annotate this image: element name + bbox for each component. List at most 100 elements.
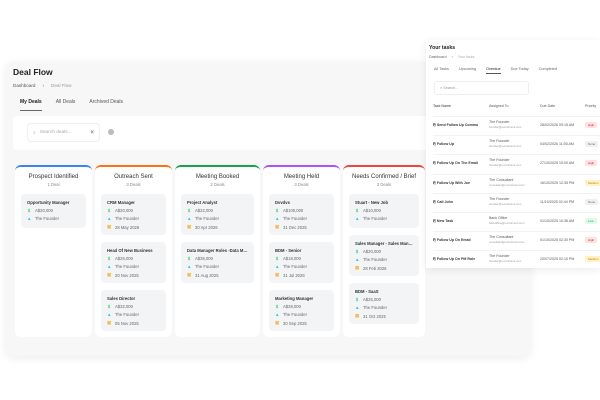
deal-card[interactable]: CRM Manager $ A$20,000 ▲ The Founder ▦ 28 M… bbox=[101, 194, 166, 235]
user-icon: ▲ bbox=[107, 312, 112, 317]
dollar-icon: $ bbox=[275, 304, 279, 309]
task-search-input[interactable]: ⌕ Search... bbox=[434, 81, 529, 95]
deal-card[interactable]: BDM - Senior $ A$18,000 ▲ The Founder ▦ 31 … bbox=[269, 242, 334, 283]
deal-date: 31 Dec 2025 bbox=[283, 224, 307, 230]
deal-name: Stuart - New Job bbox=[355, 200, 389, 205]
task-tab[interactable]: Completed bbox=[538, 67, 558, 71]
search-placeholder: Search deals... bbox=[39, 130, 72, 135]
deal-card[interactable]: Dvvdvs $ A$100,000 ▲ The Founder ▦ 31 Dec 2… bbox=[269, 194, 334, 235]
search-deals-input[interactable]: ⌕ Search deals... × bbox=[27, 123, 100, 142]
calendar-icon: ▦ bbox=[107, 224, 112, 229]
column-title: Meeting Held bbox=[283, 174, 320, 180]
task-icon: ⎘ bbox=[433, 219, 436, 223]
assignee: Back Office bbox=[489, 216, 508, 220]
task-tab[interactable]: Upcoming bbox=[458, 67, 477, 71]
task-row[interactable]: ⎘ Follow Up On The Email The Founder foun… bbox=[433, 154, 600, 173]
task-name: Follow Up With Joe bbox=[436, 180, 470, 185]
column-3: Meeting Held 3 Deals Dvvdvs $ A$100,000 ▲… bbox=[263, 165, 340, 337]
breadcrumb-current: Deal Flow bbox=[51, 83, 72, 88]
deal-owner: The Founder bbox=[363, 257, 387, 262]
deal-card[interactable]: Head Of New Business $ A$25,000 ▲ The Foun… bbox=[101, 242, 166, 283]
priority-badge: High bbox=[585, 122, 598, 128]
deal-amount: A$25,000 bbox=[363, 297, 381, 302]
task-row[interactable]: ⎘ Call John The Founder founder@recruitme… bbox=[433, 192, 600, 212]
priority-badge: High bbox=[585, 237, 598, 244]
deal-date: 31 Jul 2026 bbox=[283, 272, 305, 278]
close-icon[interactable]: × bbox=[90, 129, 94, 136]
task-name: New Task bbox=[436, 219, 454, 223]
deal-tabs: My Deals All Deals Archived Deals bbox=[20, 99, 123, 111]
deal-owner: The Founder bbox=[115, 216, 139, 221]
deal-card[interactable]: Sales Director $ A$32,000 ▲ The Founder ▦ 0… bbox=[101, 290, 166, 331]
column-1: Outreach Sent 3 Deals CRM Manager $ A$20,… bbox=[95, 165, 172, 337]
deal-owner: The Founder bbox=[363, 216, 387, 221]
task-row[interactable]: ⎘ Follow Up On PM Role The Founder founde… bbox=[433, 250, 600, 269]
column-count: 3 Deals bbox=[376, 182, 392, 187]
breadcrumb-current: Your tasks bbox=[457, 55, 475, 59]
user-icon: ▲ bbox=[275, 264, 280, 269]
clear-filter-icon[interactable] bbox=[108, 129, 114, 135]
dollar-icon: $ bbox=[107, 256, 111, 261]
due-date: 01/10/2025 02:30 PM bbox=[540, 238, 575, 243]
breadcrumb-dashboard[interactable]: Dashboard bbox=[429, 55, 447, 59]
task-tab[interactable]: Overdue bbox=[486, 67, 501, 74]
chevron-right-icon: › bbox=[42, 83, 45, 88]
page-title: Deal Flow bbox=[13, 67, 53, 77]
dollar-icon: $ bbox=[275, 256, 279, 261]
deal-name: Dvvdvs bbox=[275, 200, 290, 205]
user-icon: ▲ bbox=[107, 264, 112, 269]
column-title: Prospect Identified bbox=[28, 174, 79, 180]
column-0: Prospect Identified 1 Deal Opportunity M… bbox=[15, 165, 92, 337]
task-name: Follow Up On The Email bbox=[436, 161, 479, 166]
dollar-icon: $ bbox=[355, 297, 359, 302]
deal-name: Data Manager Roles -Data Man... bbox=[187, 248, 248, 253]
tab-archived-deals[interactable]: Archived Deals bbox=[89, 99, 124, 105]
deal-date: 31 Aug 2025 bbox=[195, 272, 219, 278]
breadcrumb-dashboard[interactable]: Dashboard bbox=[13, 83, 36, 88]
column-count: 1 Deal bbox=[47, 182, 60, 187]
header-due-date: Due Date bbox=[540, 104, 556, 108]
deal-card[interactable]: Opportunity Manager $ A$20,000 ▲ The Found… bbox=[21, 194, 86, 228]
task-name: Follow Up On Email bbox=[436, 238, 471, 243]
task-row[interactable]: ⎘ Follow Up On Email The Consultant consu… bbox=[433, 231, 600, 250]
tasks-title: Your tasks bbox=[429, 45, 456, 51]
filter-bar: ⌕ Search deals... × bbox=[13, 116, 433, 150]
deal-owner: The Founder bbox=[195, 216, 219, 221]
deal-card[interactable]: Stuart - New Job $ A$10,000 ▲ The Founder bbox=[349, 194, 419, 228]
task-row[interactable]: ⎘ Follow Up The Founder founder@recruitme… bbox=[433, 135, 600, 154]
deal-name: BDM - SaaS bbox=[355, 289, 379, 294]
task-row[interactable]: ⎘ New Task Back Office backoffice@recruit… bbox=[433, 212, 600, 231]
column-2: Meeting Booked 2 Deals Project Analyst $… bbox=[175, 165, 260, 337]
breadcrumb: Dashboard › Deal Flow bbox=[13, 83, 71, 88]
user-icon: ▲ bbox=[275, 216, 280, 221]
assignee-email: founder@recruitment.com bbox=[489, 259, 522, 264]
tab-all-deals[interactable]: All Deals bbox=[55, 99, 76, 105]
deal-card[interactable]: Sales Manager - Sales Manager $ A$20,000 … bbox=[349, 235, 419, 276]
deal-card[interactable]: Data Manager Roles -Data Man... $ A$35,00… bbox=[181, 242, 254, 283]
deal-card[interactable]: BDM - SaaS $ A$25,000 ▲ The Founder ▦ 31 Oc… bbox=[349, 283, 419, 324]
assignee: The Consultant bbox=[489, 177, 514, 182]
task-icon: ⎘ bbox=[433, 123, 436, 127]
deal-amount: A$100,000 bbox=[283, 208, 304, 213]
deal-amount: A$22,000 bbox=[195, 208, 213, 213]
deal-name: CRM Manager bbox=[107, 200, 135, 205]
deal-owner: The Founder bbox=[283, 216, 307, 221]
search-placeholder: Search... bbox=[443, 86, 459, 90]
dollar-icon: $ bbox=[107, 208, 111, 213]
task-name: Follow Up On PM Role bbox=[436, 257, 476, 262]
column-title: Meeting Booked bbox=[195, 174, 240, 180]
task-tab[interactable]: All Tasks bbox=[434, 67, 449, 71]
deal-name: BDM - Senior bbox=[275, 248, 302, 253]
tab-my-deals[interactable]: My Deals bbox=[20, 99, 42, 111]
calendar-icon: ▦ bbox=[107, 272, 112, 277]
deal-card[interactable]: Project Analyst $ A$22,000 ▲ The Founder ▦… bbox=[181, 194, 254, 235]
calendar-icon: ▦ bbox=[275, 224, 280, 229]
task-tab[interactable]: Due Today bbox=[510, 67, 529, 71]
assignee-email: founder@recruitment.com bbox=[489, 144, 522, 149]
task-row[interactable]: ⎘ Send Follow Up Commu The Founder founde… bbox=[433, 116, 600, 135]
tasks-breadcrumb: Dashboard › Your tasks bbox=[429, 55, 474, 59]
deal-card[interactable]: Marketing Manager $ A$28,000 ▲ The Founder… bbox=[269, 290, 334, 331]
task-row[interactable]: ⎘ Follow Up With Joe The Consultant consu… bbox=[433, 173, 600, 193]
assignee: The Founder bbox=[489, 196, 510, 201]
assignee-email: founder@recruitment.com bbox=[489, 163, 522, 168]
